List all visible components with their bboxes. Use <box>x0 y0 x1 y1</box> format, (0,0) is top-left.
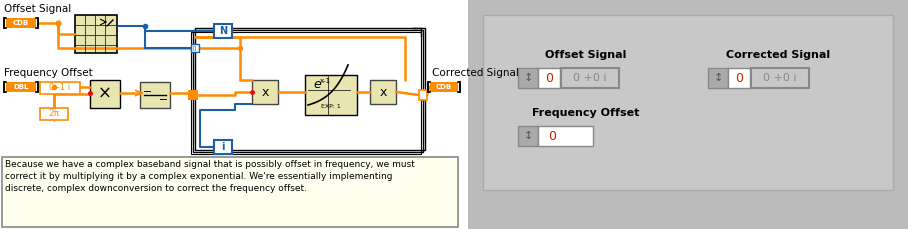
Bar <box>90 80 120 108</box>
Text: Corrected Signal: Corrected Signal <box>725 50 830 60</box>
Bar <box>538 126 593 146</box>
Bar <box>40 82 80 94</box>
Text: []: [] <box>192 46 197 51</box>
Bar <box>419 90 427 100</box>
Bar <box>728 68 750 88</box>
Text: 0 +0 i: 0 +0 i <box>573 73 607 83</box>
Bar <box>561 68 619 88</box>
Text: CDB: CDB <box>13 20 29 26</box>
Bar <box>75 15 117 53</box>
Text: EXP: 1: EXP: 1 <box>321 104 340 109</box>
Text: Because we have a complex baseband signal that is possibly offset in frequency, : Because we have a complex baseband signa… <box>5 160 415 169</box>
Text: x-1: x-1 <box>320 78 331 84</box>
Bar <box>214 140 232 154</box>
Bar <box>2 157 458 227</box>
Text: 0: 0 <box>545 71 553 85</box>
Text: 0 +0 i: 0 +0 i <box>764 73 796 83</box>
Bar <box>252 80 278 104</box>
Bar <box>40 108 68 120</box>
Bar <box>370 80 396 104</box>
Text: 0 -1 i: 0 -1 i <box>49 84 71 93</box>
Text: DBL: DBL <box>14 84 29 90</box>
Text: ×: × <box>98 85 112 103</box>
Text: Offset Signal: Offset Signal <box>546 50 627 60</box>
Bar <box>305 75 357 115</box>
Text: discrete, complex downconversion to correct the frequency offset.: discrete, complex downconversion to corr… <box>5 184 307 193</box>
Text: ↕: ↕ <box>523 73 533 83</box>
Bar <box>0 0 460 229</box>
Bar <box>538 68 560 88</box>
Text: N: N <box>219 26 227 36</box>
Text: e: e <box>313 78 321 91</box>
Text: Corrected Signal: Corrected Signal <box>432 68 518 78</box>
Bar <box>708 68 728 88</box>
Bar <box>430 82 458 92</box>
Bar <box>468 0 908 229</box>
Bar <box>6 18 36 28</box>
Text: 2π: 2π <box>48 109 60 118</box>
Bar <box>751 68 809 88</box>
Bar <box>191 32 421 154</box>
Text: Frequency Offset: Frequency Offset <box>532 108 640 118</box>
Bar <box>518 68 538 88</box>
Bar <box>518 126 538 146</box>
Bar <box>188 90 198 100</box>
Text: ↕: ↕ <box>714 73 723 83</box>
Bar <box>140 82 170 108</box>
Bar <box>483 15 893 190</box>
Text: 0: 0 <box>735 71 743 85</box>
Text: x: x <box>380 85 387 98</box>
Bar <box>6 82 36 92</box>
Bar <box>191 44 199 52</box>
Text: Frequency Offset: Frequency Offset <box>4 68 93 78</box>
Bar <box>214 24 232 38</box>
Bar <box>195 28 425 150</box>
Bar <box>193 30 423 152</box>
Text: i: i <box>222 142 225 152</box>
Text: 0: 0 <box>548 130 556 142</box>
Text: CDB: CDB <box>436 84 452 90</box>
Text: correct it by multiplying it by a complex exponential. We're essentially impleme: correct it by multiplying it by a comple… <box>5 172 392 181</box>
Text: ↕: ↕ <box>523 131 533 141</box>
Text: x: x <box>262 85 269 98</box>
Text: Offset Signal: Offset Signal <box>4 4 71 14</box>
